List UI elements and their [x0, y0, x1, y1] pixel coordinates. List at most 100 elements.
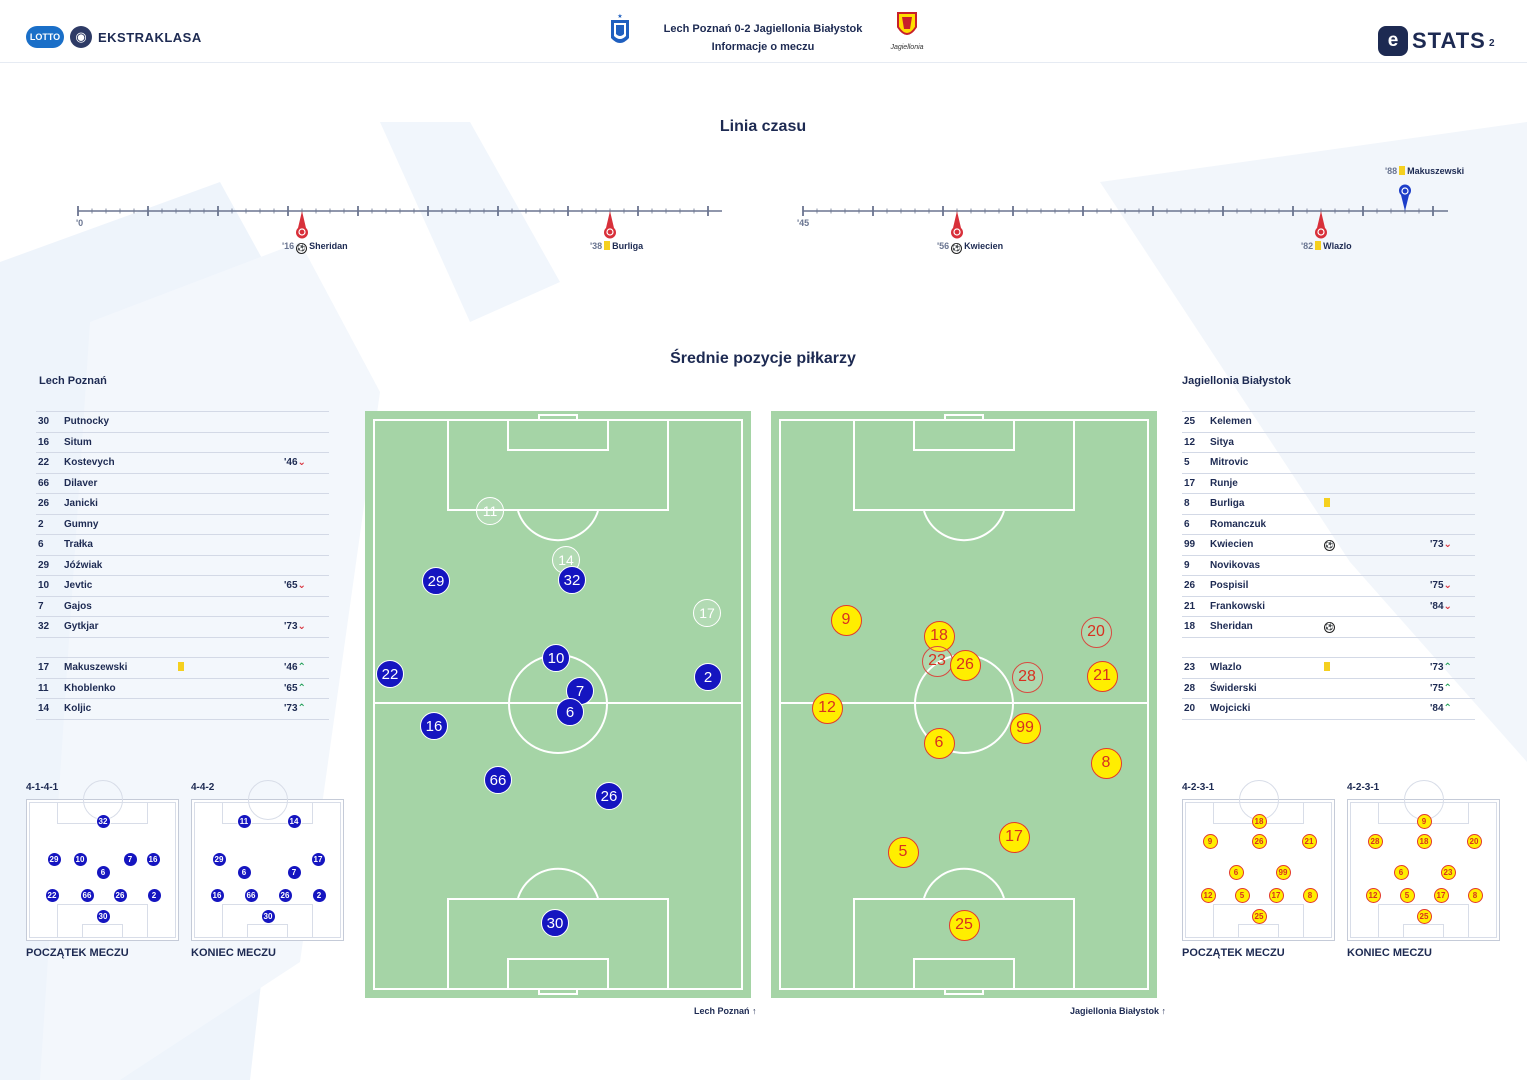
home-lineup-row: 6 Trałka [36, 535, 329, 556]
player-number: 11 [38, 682, 49, 694]
arrow-down-icon: ⌄ [297, 457, 306, 469]
jagiellonia-crest-icon [897, 12, 917, 35]
home-start-caption: POCZĄTEK MECZU [26, 947, 129, 959]
timeline-event-marker [1399, 184, 1412, 211]
player-number: 5 [1184, 457, 1190, 469]
away-lineup-row: 20 Wojcicki '84⌃ [1182, 699, 1475, 720]
formation-player-marker: 29 [46, 851, 62, 867]
arrow-up-icon: ⌃ [1443, 703, 1452, 715]
player-number: 26 [1184, 580, 1196, 592]
formation-player-marker: 32 [95, 813, 111, 829]
player-number: 22 [38, 457, 50, 469]
substitution-out: '84⌄ [1430, 600, 1452, 612]
player-position-marker: 18 [923, 620, 955, 652]
player-position-marker: 2 [694, 663, 722, 691]
formation-player-marker: 16 [209, 887, 225, 903]
formation-player-marker: 2 [146, 887, 162, 903]
formation-player-marker: 28 [1367, 833, 1383, 849]
player-position-marker: 10 [542, 644, 570, 672]
player-position-marker: 99 [1009, 712, 1041, 744]
estats-logo: e STATS [1378, 26, 1486, 56]
player-number: 2 [38, 518, 44, 530]
away-lineup-row: 12 Sitya [1182, 433, 1475, 453]
match-header: Lech Poznań 0-2 Jagiellonia Białystok In… [640, 20, 886, 56]
formation-player-marker: 66 [243, 887, 259, 903]
player-name: Trałka [64, 539, 93, 551]
formation-player-marker: 25 [1251, 908, 1267, 924]
player-name: Makuszewski [64, 662, 128, 674]
goal-ball-icon: ⚽ [1324, 540, 1335, 552]
player-number: 21 [1184, 600, 1196, 612]
player-position-marker: 16 [420, 712, 448, 740]
player-position-marker: 23 [921, 645, 953, 677]
formation-player-marker: 30 [95, 908, 111, 924]
player-number: 20 [1184, 703, 1196, 715]
formation-player-marker: 18 [1416, 833, 1432, 849]
substitution-in: '73⌃ [284, 703, 306, 715]
player-position-marker: 6 [556, 698, 584, 726]
formation-player-marker: 7 [122, 851, 138, 867]
player-name: Sheridan [1210, 621, 1253, 633]
player-name: Runje [1210, 477, 1238, 489]
player-number: 66 [38, 477, 50, 489]
away-lineup: 25 Kelemen 12 Sitya 5 Mitrovic 17 Runje 8 Burliga… [1182, 411, 1475, 720]
player-number: 26 [38, 498, 50, 510]
player-position-marker: 11 [476, 497, 504, 525]
timeline-title: Linia czasu [719, 118, 807, 135]
formation-player-marker: 6 [236, 864, 252, 880]
away-lineup-row: 23 Wlazlo '73⌃ [1182, 657, 1475, 679]
substitution-in: '46⌃ [284, 662, 306, 674]
formation-player-marker: 9 [1202, 833, 1218, 849]
home-formation-start-diagram: 32 29 10 7 16 6 22 66 26 2 30 [26, 780, 179, 941]
yellow-card-icon [176, 662, 186, 673]
formation-player-marker: 25 [1416, 908, 1432, 924]
away-lineup-row: 5 Mitrovic [1182, 453, 1475, 474]
player-name: Frankowski [1210, 600, 1266, 612]
timeline-event-label: '16 ⚽ Sheridan [282, 241, 348, 254]
league-logo: LOTTO ◉ EKSTRAKLASA [26, 26, 202, 48]
estats-mark-icon: e [1378, 26, 1408, 56]
player-name: Kwiecien [1210, 539, 1254, 551]
formation-player-marker: 99 [1275, 864, 1291, 880]
player-name: Khoblenko [64, 682, 116, 694]
home-formation-start-label: 4-1-4-1 [26, 782, 59, 793]
lech-crest-icon: ★ [611, 13, 629, 43]
home-lineup-row: 26 Janicki [36, 494, 329, 515]
jagiellonia-crest: Jagiellonia [883, 11, 931, 51]
timeline-event-label: '56 ⚽ Kwiecien [937, 241, 1004, 254]
away-formation-start-diagram: 18 9 26 21 6 99 12 5 17 8 25 [1182, 780, 1335, 941]
home-team-name: Lech Poznań [39, 375, 107, 387]
home-formation-end-label: 4-4-2 [191, 782, 215, 793]
player-position-marker: 12 [811, 692, 843, 724]
yellow-card-icon [1399, 166, 1406, 175]
home-lineup-row: 30 Putnocky [36, 411, 329, 433]
substitution-in: '73⌃ [1430, 662, 1452, 674]
player-position-marker: 32 [558, 566, 586, 594]
player-number: 18 [1184, 621, 1196, 633]
player-name: Pospisil [1210, 580, 1249, 592]
timeline-half-start-label: '0 [76, 218, 84, 228]
timeline-event-marker [604, 211, 616, 239]
player-position-marker: 29 [422, 567, 450, 595]
player-position-marker: 22 [376, 660, 404, 688]
player-position-marker: 66 [484, 766, 512, 794]
player-name: Gajos [64, 600, 92, 612]
substitution-out: '46⌄ [284, 457, 306, 469]
formation-player-marker: 5 [1234, 887, 1250, 903]
player-name: Novikovas [1210, 559, 1261, 571]
home-lineup-row: 17 Makuszewski '46⌃ [36, 657, 329, 679]
formation-player-marker: 7 [286, 864, 302, 880]
away-lineup-row: 17 Runje [1182, 474, 1475, 494]
home-pitch-caption: Lech Poznań ↑ [694, 1006, 757, 1016]
player-name: Jóźwiak [64, 559, 103, 571]
away-lineup-row: 25 Kelemen [1182, 411, 1475, 433]
goal-ball-icon: ⚽ [951, 243, 963, 254]
player-position-marker: 5 [887, 836, 919, 868]
player-name: Dilaver [64, 477, 98, 489]
page-number: 2 [1489, 38, 1495, 49]
formation-player-marker: 21 [1301, 833, 1317, 849]
away-lineup-row: 99 Kwiecien ⚽ '73⌄ [1182, 535, 1475, 556]
player-number: 32 [38, 621, 50, 633]
formation-player-marker: 66 [79, 887, 95, 903]
formation-player-marker: 6 [1228, 864, 1244, 880]
